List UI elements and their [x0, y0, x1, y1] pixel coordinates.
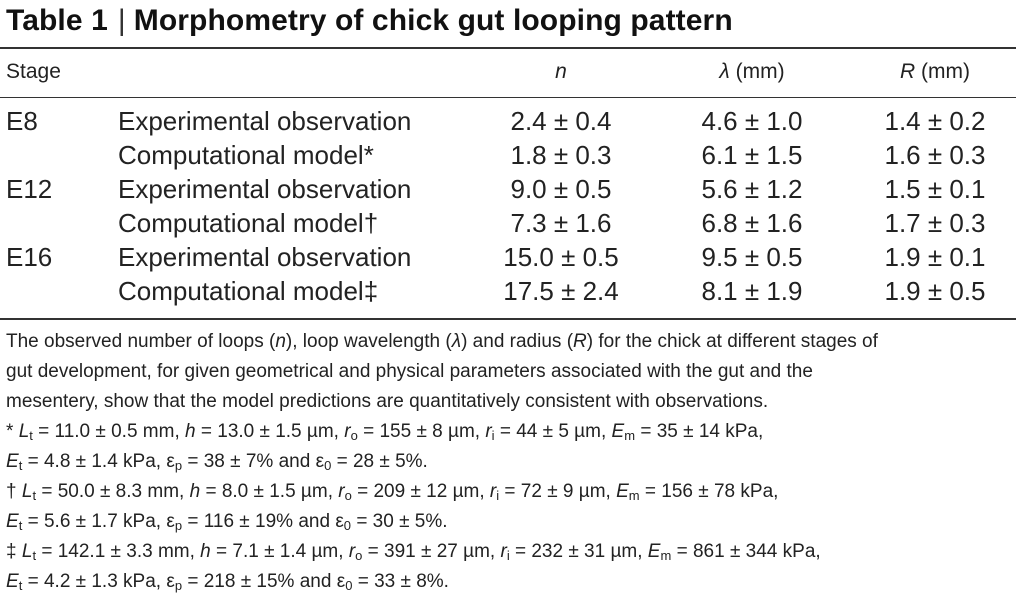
row-radius: 1.5 ± 0.1 [884, 174, 986, 204]
footnote-line: † Lt = 50.0 ± 8.3 mm, h = 8.0 ± 1.5 µm, … [6, 481, 779, 503]
row-n: 17.5 ± 2.4 [503, 276, 619, 306]
row-lambda: 5.6 ± 1.2 [701, 174, 803, 204]
caption-line: The observed number of loops (n), loop w… [6, 331, 878, 352]
row-radius: 1.9 ± 0.5 [884, 276, 986, 306]
row-radius: 1.4 ± 0.2 [884, 106, 986, 136]
table-title-text: Morphometry of chick gut looping pattern [133, 4, 733, 37]
row-radius: 1.6 ± 0.3 [884, 140, 986, 170]
footnote-line: ‡ Lt = 142.1 ± 3.3 mm, h = 7.1 ± 1.4 µm,… [6, 541, 821, 563]
header-lambda: λ (mm) [719, 60, 785, 83]
footnote-line: Et = 4.8 ± 1.4 kPa, εp = 38 ± 7% and ε0 … [6, 451, 428, 473]
row-stage: E12 [6, 174, 53, 204]
row-lambda: 6.1 ± 1.5 [701, 140, 803, 170]
row-stage: E16 [6, 242, 53, 272]
row-description: Computational model‡ [118, 276, 379, 306]
table-title: Table 1 | Morphometry of chick gut looping… [6, 4, 733, 38]
caption-line: gut development, for given geometrical a… [6, 361, 813, 382]
header-n: n [555, 60, 567, 83]
top-rule [0, 47, 1016, 49]
row-description: Computational model† [118, 208, 379, 238]
caption-line: mesentery, show that the model predictio… [6, 391, 769, 412]
row-description: Computational model* [118, 140, 374, 170]
row-n: 9.0 ± 0.5 [510, 174, 612, 204]
header-rule [0, 97, 1016, 98]
row-n: 2.4 ± 0.4 [510, 106, 612, 136]
row-description: Experimental observation [118, 242, 412, 272]
row-description: Experimental observation [118, 174, 412, 204]
title-divider: | [117, 4, 126, 37]
row-lambda: 9.5 ± 0.5 [701, 242, 803, 272]
bottom-rule [0, 318, 1016, 320]
header-stage: Stage [6, 60, 61, 83]
row-stage: E8 [6, 106, 38, 136]
row-lambda: 6.8 ± 1.6 [701, 208, 803, 238]
table-number: Table 1 [6, 4, 108, 37]
table-footnotes: The observed number of loops (n), loop w… [6, 327, 1018, 597]
row-radius: 1.9 ± 0.1 [884, 242, 986, 272]
row-description: Experimental observation [118, 106, 412, 136]
row-lambda: 4.6 ± 1.0 [701, 106, 803, 136]
row-n: 7.3 ± 1.6 [510, 208, 612, 238]
footnote-line: Et = 5.6 ± 1.7 kPa, εp = 116 ± 19% and ε… [6, 511, 448, 533]
row-n: 15.0 ± 0.5 [503, 242, 619, 272]
row-lambda: 8.1 ± 1.9 [701, 276, 803, 306]
row-n: 1.8 ± 0.3 [510, 140, 612, 170]
footnote-line: Et = 4.2 ± 1.3 kPa, εp = 218 ± 15% and ε… [6, 571, 449, 593]
header-radius: R (mm) [900, 60, 970, 83]
row-radius: 1.7 ± 0.3 [884, 208, 986, 238]
footnote-line: * Lt = 11.0 ± 0.5 mm, h = 13.0 ± 1.5 µm,… [6, 421, 764, 443]
